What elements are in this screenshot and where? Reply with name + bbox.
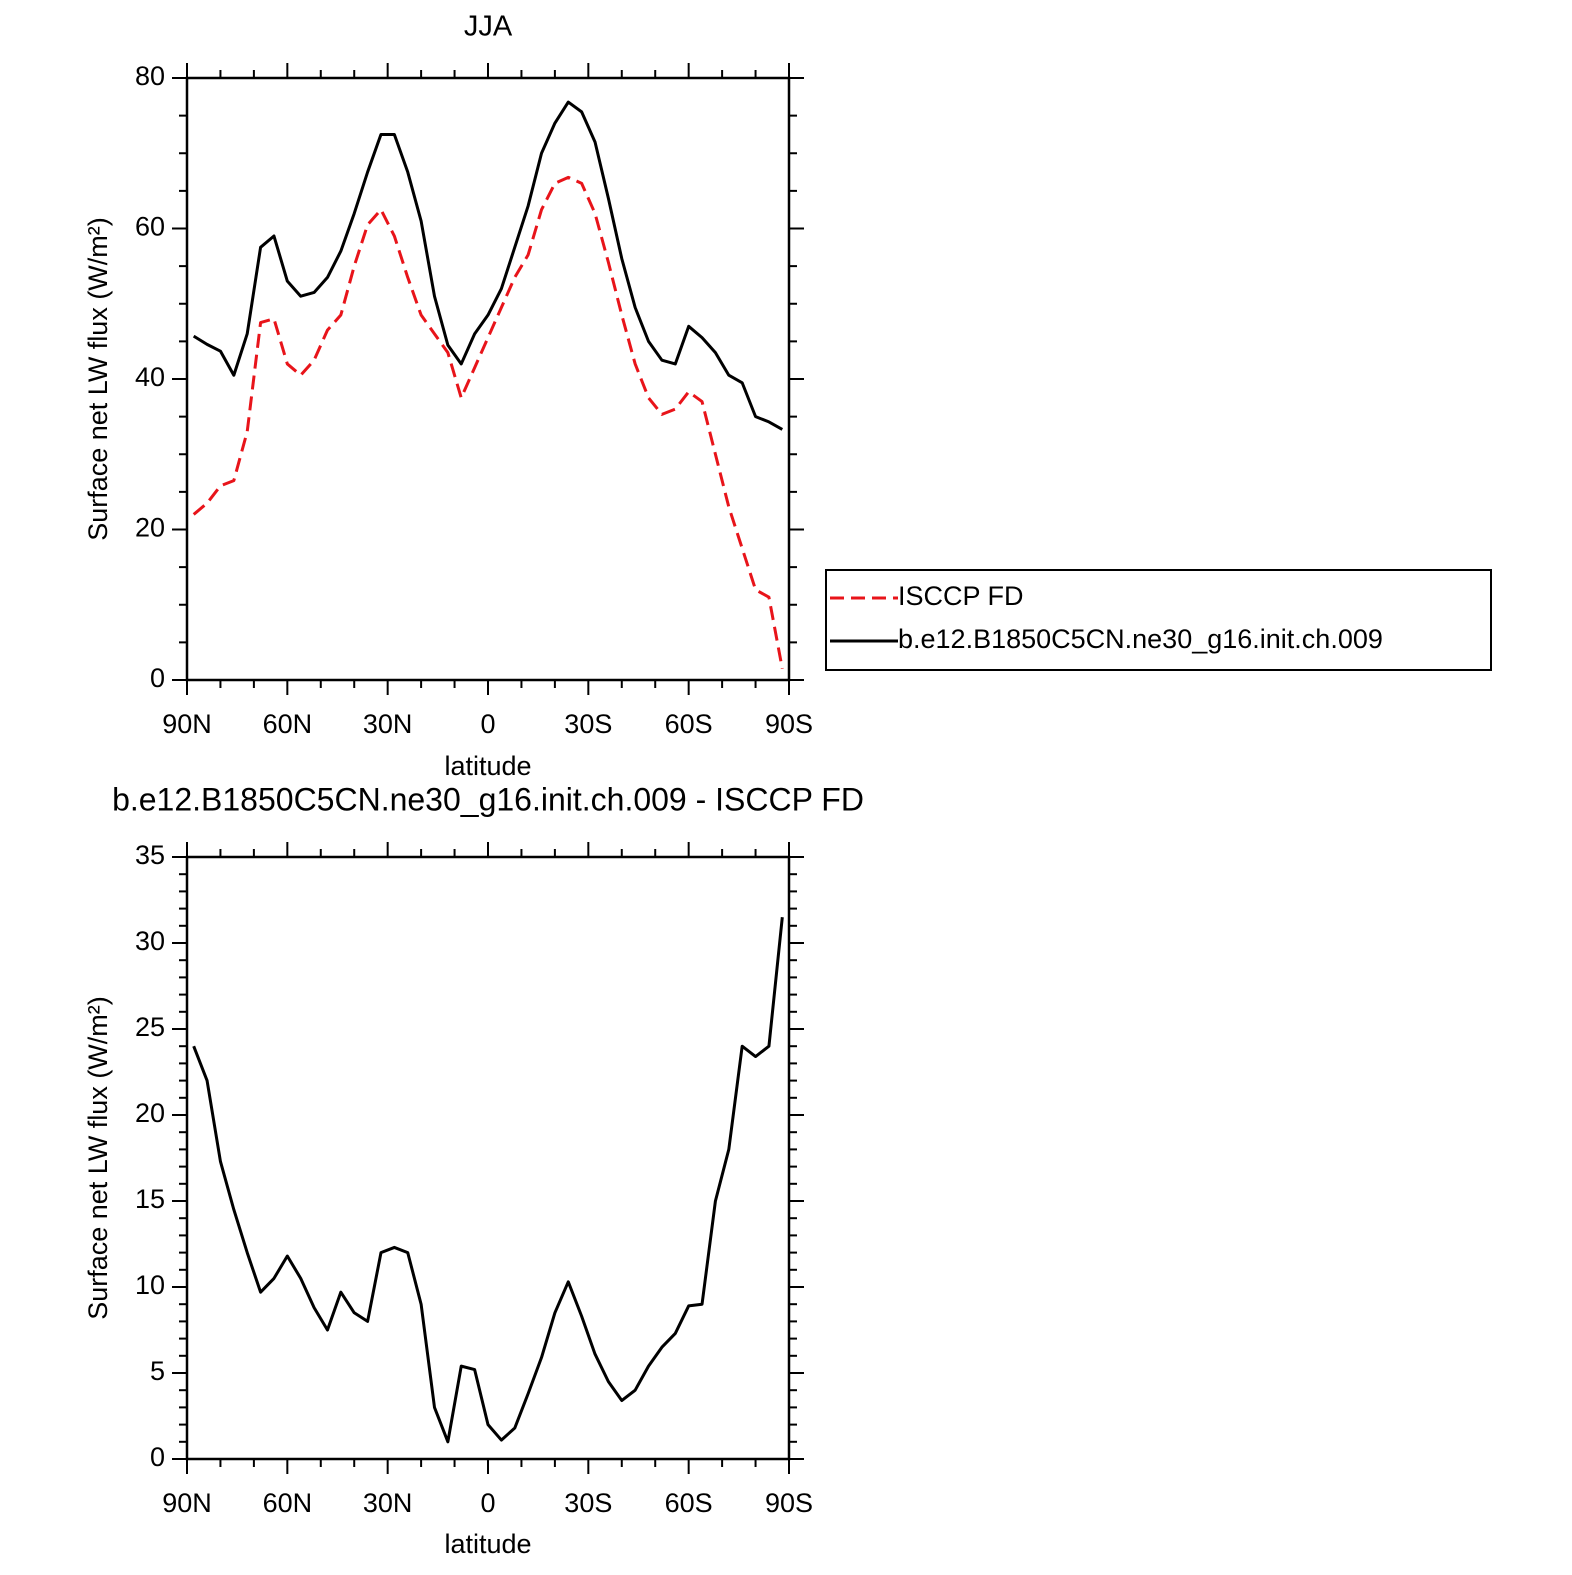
y-tick-label: 15 [135,1184,165,1214]
x-tick-label: 0 [480,1488,495,1518]
data-line [192,175,784,669]
x-tick-label: 30N [363,1488,413,1518]
legend: ISCCP FD b.e12.B1850C5CN.ne30_g16.init.ch… [825,569,1492,671]
x-tick-label: 90S [765,1488,813,1518]
plot-frame [185,76,791,682]
x-tick-label: 90N [162,1488,212,1518]
y-tick-label: 20 [135,1098,165,1128]
y-axis-label: Surface net LW flux (W/m²) [83,996,113,1320]
y-tick-label: 0 [150,1442,165,1472]
chart-title: JJA [464,11,513,43]
y-axis-label: Surface net LW flux (W/m²) [83,217,113,541]
chart-title: b.e12.B1850C5CN.ne30_g16.init.ch.009 - I… [112,781,864,817]
x-tick-label: 90S [765,709,813,739]
data-line [192,100,784,431]
x-tick-label: 30N [363,709,413,739]
y-tick-label: 80 [135,61,165,91]
legend-label: ISCCP FD [898,581,1024,611]
legend-box [825,569,1492,671]
x-tick-label: 60N [263,709,313,739]
x-tick-label: 30S [564,1488,612,1518]
y-tick-label: 0 [150,663,165,693]
y-tick-label: 20 [135,513,165,543]
y-tick-label: 35 [135,840,165,870]
y-tick-label: 30 [135,926,165,956]
x-tick-label: 0 [480,709,495,739]
y-tick-label: 5 [150,1356,165,1386]
y-tick-label: 40 [135,362,165,392]
y-tick-label: 25 [135,1012,165,1042]
x-axis-label: latitude [444,751,531,781]
x-tick-label: 60S [665,1488,713,1518]
data-line [192,917,784,1444]
x-tick-label: 60N [263,1488,313,1518]
x-tick-label: 30S [564,709,612,739]
x-tick-label: 60S [665,709,713,739]
x-tick-label: 90N [162,709,212,739]
plot-frame [185,855,791,1461]
y-tick-label: 10 [135,1270,165,1300]
x-axis-label: latitude [444,1529,531,1559]
legend-label: b.e12.B1850C5CN.ne30_g16.init.ch.009 [898,624,1383,654]
y-tick-label: 60 [135,212,165,242]
